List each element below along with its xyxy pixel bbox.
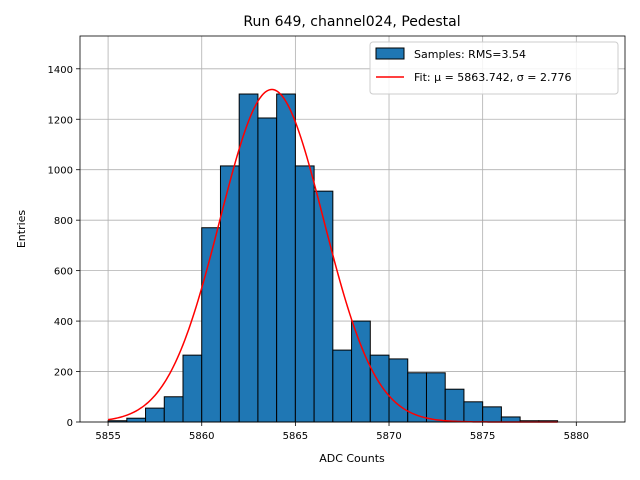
histogram-bar: [182, 354, 203, 423]
x-tick-label: 5880: [564, 431, 589, 442]
chart-title: Run 649, channel024, Pedestal: [243, 14, 460, 30]
histogram-bars: [107, 93, 559, 423]
x-tick-label: 5855: [95, 431, 120, 442]
legend-label-fit: Fit: μ = 5863.742, σ = 2.776: [414, 71, 571, 84]
x-axis-label: ADC Counts: [319, 452, 385, 465]
y-tick-label: 600: [54, 267, 73, 278]
y-tick-label: 1400: [48, 65, 73, 76]
legend: Samples: RMS=3.54 Fit: μ = 5863.742, σ =…: [369, 41, 619, 95]
x-tick-label: 5875: [470, 431, 495, 442]
histogram-bar: [276, 93, 296, 423]
plot-area-frame: [79, 35, 626, 423]
histogram-bar: [201, 227, 221, 423]
y-tick-label: 200: [54, 368, 73, 379]
histogram-bar: [313, 190, 334, 423]
legend-label-histogram: Samples: RMS=3.54: [414, 48, 526, 61]
y-tick-label: 800: [54, 216, 73, 227]
legend-swatch-histogram: [375, 47, 405, 60]
histogram-bar: [238, 93, 259, 423]
histogram-bar: [369, 354, 390, 423]
x-tick-label: 5865: [283, 431, 308, 442]
y-tick-label: 1000: [48, 166, 73, 177]
histogram-bar: [332, 349, 353, 423]
histogram-bar: [425, 372, 446, 423]
histogram-bar: [444, 388, 465, 423]
histogram-bar: [126, 417, 147, 423]
histogram-bar: [463, 401, 484, 423]
legend-box: [369, 41, 619, 95]
histogram-bar: [388, 358, 409, 423]
histogram-bar: [294, 165, 315, 423]
histogram-bar: [163, 396, 184, 423]
x-tick-label: 5860: [189, 431, 214, 442]
histogram-bar: [257, 117, 278, 423]
histogram-bar: [145, 407, 165, 423]
y-tick-label: 0: [67, 418, 73, 429]
axis-ticks: 5855 5860 5865 5870 5875 5880 0 200 400 600 800 100…: [48, 65, 589, 442]
y-tick-label: 1200: [48, 115, 73, 126]
y-tick-label: 400: [54, 317, 73, 328]
x-tick-label: 5870: [376, 431, 401, 442]
y-axis-label: Entries: [15, 210, 28, 249]
histogram-bar: [351, 320, 371, 423]
histogram-bar: [482, 406, 502, 423]
